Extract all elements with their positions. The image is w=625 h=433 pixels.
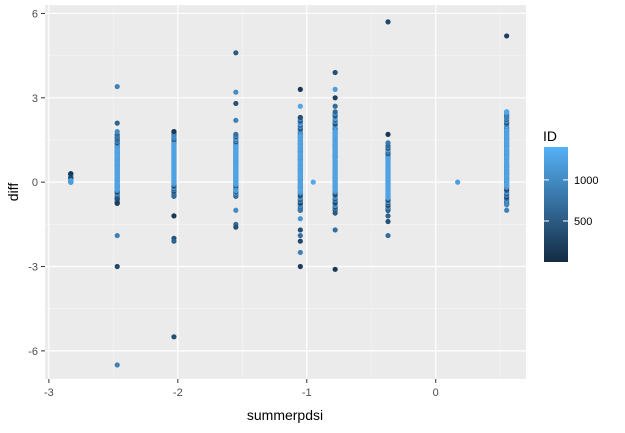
data-point: [171, 193, 177, 199]
data-point: [504, 207, 510, 213]
data-point: [297, 263, 303, 270]
data-point: [114, 128, 120, 135]
data-point: [385, 232, 391, 239]
data-point: [114, 120, 120, 126]
data-point: [233, 131, 239, 137]
data-point: [332, 69, 338, 76]
x-tick-label: -1: [302, 387, 312, 399]
data-point: [297, 227, 303, 233]
data-point: [233, 144, 239, 150]
data-point: [504, 202, 510, 208]
legend: ID 500 1000: [543, 128, 598, 262]
data-point: [297, 207, 303, 213]
data-point: [297, 114, 303, 121]
data-point: [332, 227, 338, 233]
y-tick-label: -6: [28, 346, 38, 358]
data-point: [297, 249, 303, 256]
x-tick-label: 0: [433, 387, 439, 399]
data-point: [233, 89, 239, 95]
data-point: [504, 33, 510, 39]
data-point: [385, 19, 391, 25]
data-point: [332, 95, 338, 101]
y-axis-title: diff: [5, 183, 21, 202]
data-point: [504, 127, 510, 134]
data-point: [297, 216, 303, 222]
data-point: [233, 207, 239, 213]
data-point: [171, 128, 177, 135]
data-point: [297, 86, 303, 92]
y-tick-label: 3: [32, 93, 38, 105]
data-point: [171, 134, 177, 140]
data-point: [114, 232, 120, 239]
y-tick-label: 6: [32, 8, 38, 20]
data-point: [455, 179, 461, 185]
data-point: [504, 109, 510, 115]
data-point: [114, 263, 120, 270]
legend-break-label: 500: [574, 216, 592, 228]
data-point: [233, 117, 239, 123]
data-point: [297, 133, 303, 139]
legend-colorbar: [544, 147, 568, 262]
y-tick-label: 0: [32, 177, 38, 189]
points-layer: [68, 19, 510, 368]
data-point: [297, 103, 303, 109]
data-point: [504, 114, 510, 121]
x-axis: -3 -2 -1 0: [44, 379, 439, 399]
data-point: [114, 137, 120, 143]
data-point: [385, 140, 391, 146]
data-point: [171, 334, 177, 340]
data-point: [385, 218, 391, 225]
data-point: [332, 103, 338, 109]
data-point: [385, 155, 391, 162]
data-point: [297, 232, 303, 239]
data-point: [332, 128, 338, 135]
legend-title: ID: [543, 128, 557, 144]
legend-break-label: 1000: [574, 175, 598, 187]
x-axis-title: summerpdsi: [247, 407, 323, 423]
data-point: [233, 50, 239, 56]
data-point: [171, 213, 177, 219]
data-point: [68, 179, 74, 185]
plot-panel: [45, 5, 526, 379]
data-point: [233, 224, 239, 230]
data-point: [332, 86, 338, 92]
data-point: [114, 196, 120, 202]
data-point: [114, 145, 120, 151]
data-point: [385, 213, 391, 219]
data-point: [233, 187, 239, 194]
data-point: [114, 200, 120, 206]
data-point: [233, 100, 239, 107]
data-point: [332, 109, 338, 115]
data-point: [171, 238, 177, 244]
legend-ticks: 500 1000: [544, 175, 598, 228]
y-tick-label: -3: [28, 262, 38, 274]
data-point: [171, 141, 177, 148]
grid-minor: [45, 5, 526, 379]
data-point: [332, 266, 338, 272]
data-point: [297, 238, 303, 244]
data-point: [114, 83, 120, 90]
x-tick-label: -2: [173, 387, 183, 399]
data-point: [332, 210, 338, 216]
data-point: [310, 179, 316, 185]
data-point: [385, 131, 391, 137]
data-point: [68, 171, 74, 177]
data-point: [114, 362, 120, 368]
grid-major: [45, 5, 526, 379]
x-tick-label: -3: [44, 387, 54, 399]
y-axis: -6 -3 0 3 6: [28, 8, 45, 358]
